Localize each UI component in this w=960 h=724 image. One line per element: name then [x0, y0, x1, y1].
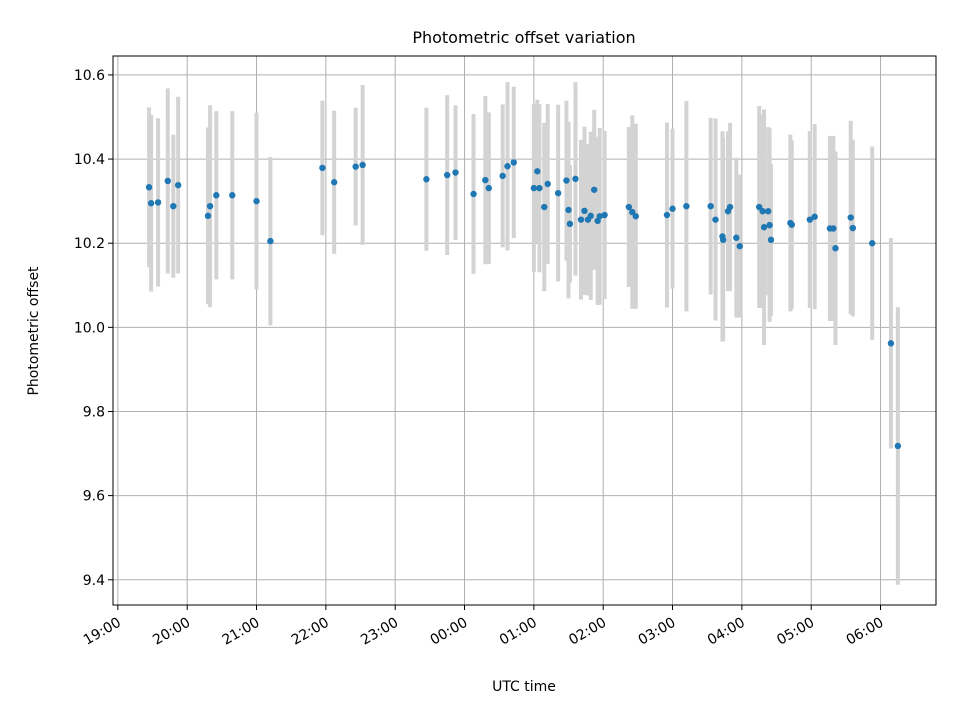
data-point: [470, 190, 477, 198]
data-point: [147, 200, 155, 207]
data-point: [683, 202, 690, 210]
data-point: [213, 192, 220, 199]
data-point: [596, 213, 603, 220]
data-point: [726, 203, 734, 211]
data-point: [894, 442, 902, 450]
data-point: [849, 224, 856, 232]
data-point: [253, 197, 260, 205]
data-point: [536, 184, 543, 192]
y-tick-label: 10.0: [74, 320, 105, 336]
data-point: [767, 236, 775, 244]
data-point: [423, 176, 430, 183]
data-point: [765, 208, 772, 215]
data-point: [806, 216, 814, 223]
data-point: [755, 203, 763, 211]
data-point: [352, 163, 359, 170]
data-point: [565, 206, 572, 214]
data-point: [544, 180, 551, 188]
data-point: [759, 208, 766, 215]
data-point: [206, 202, 214, 210]
data-point: [330, 179, 338, 186]
y-tick-label: 9.4: [83, 573, 105, 589]
y-tick-label: 10.2: [74, 236, 105, 252]
data-point: [788, 221, 795, 228]
data-point: [663, 211, 671, 219]
data-points: [145, 159, 902, 450]
data-point: [499, 172, 506, 180]
data-point: [534, 168, 541, 175]
data-point: [601, 211, 608, 219]
data-point: [830, 225, 837, 232]
data-point: [229, 192, 236, 199]
y-tick-label: 9.6: [83, 489, 105, 505]
data-point: [847, 214, 854, 221]
data-point: [541, 203, 548, 211]
data-point: [554, 189, 562, 197]
chart-title: Photometric offset variation: [412, 28, 635, 47]
data-point: [760, 224, 768, 231]
data-point: [590, 186, 598, 193]
data-point: [170, 202, 177, 210]
data-point: [632, 213, 639, 220]
x-axis-label: UTC time: [492, 679, 556, 695]
data-point: [736, 242, 743, 250]
y-axis-ticks: 9.4 9.6 9.8 10.0 10.2 10.4 10.6: [74, 68, 113, 589]
data-point: [485, 184, 492, 192]
y-tick-label: 10.4: [74, 152, 105, 168]
data-point: [712, 216, 719, 223]
data-point: [174, 181, 182, 189]
data-point: [359, 161, 366, 169]
data-point: [319, 164, 326, 172]
data-point: [154, 199, 162, 206]
data-point: [629, 208, 636, 216]
data-point: [164, 177, 171, 185]
data-point: [587, 212, 594, 220]
data-point: [719, 236, 727, 244]
data-point: [443, 171, 451, 179]
data-point: [572, 175, 579, 183]
data-point: [887, 340, 895, 347]
data-point: [566, 220, 574, 228]
data-point: [510, 159, 517, 166]
data-point: [504, 163, 511, 170]
data-point: [577, 216, 585, 223]
data-point: [581, 207, 588, 215]
data-point: [145, 184, 153, 191]
data-point: [530, 184, 538, 192]
data-point: [669, 205, 676, 212]
data-point: [811, 213, 818, 220]
plot-frame: [112, 55, 937, 606]
data-point: [563, 177, 570, 184]
data-point: [482, 176, 489, 184]
data-point: [766, 221, 773, 229]
data-point: [267, 237, 274, 245]
data-point: [832, 245, 839, 252]
data-point: [707, 202, 714, 210]
y-tick-label: 9.8: [83, 404, 105, 420]
data-point: [733, 234, 740, 241]
data-point: [204, 212, 212, 220]
y-tick-label: 10.6: [74, 68, 105, 84]
data-point: [452, 169, 459, 176]
data-point: [869, 240, 876, 247]
data-point: [625, 203, 633, 211]
y-axis-label: Photometric offset: [26, 266, 42, 396]
